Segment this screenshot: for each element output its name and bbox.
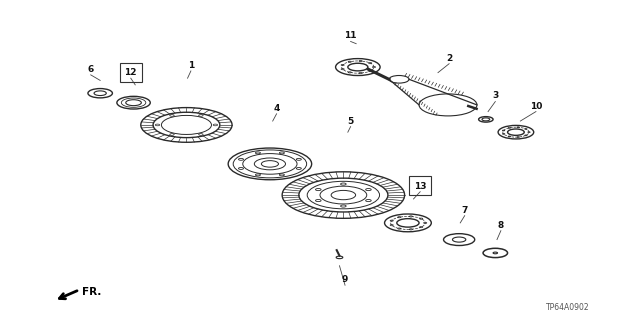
Text: TP64A0902: TP64A0902 xyxy=(547,303,590,312)
Text: 13: 13 xyxy=(414,182,426,191)
Text: 10: 10 xyxy=(530,101,542,110)
Text: 11: 11 xyxy=(344,31,357,40)
Text: 12: 12 xyxy=(125,68,137,77)
Text: 9: 9 xyxy=(342,275,348,284)
Text: 1: 1 xyxy=(188,61,194,70)
Text: 5: 5 xyxy=(348,116,354,125)
Text: 8: 8 xyxy=(498,220,504,230)
Text: 3: 3 xyxy=(492,92,499,100)
Text: 7: 7 xyxy=(461,205,468,215)
Text: FR.: FR. xyxy=(82,287,101,297)
Text: 4: 4 xyxy=(273,104,280,113)
Text: 2: 2 xyxy=(446,54,452,63)
Text: 6: 6 xyxy=(88,65,94,74)
